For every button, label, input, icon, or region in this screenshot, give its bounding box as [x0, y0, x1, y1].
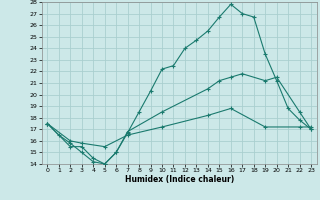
X-axis label: Humidex (Indice chaleur): Humidex (Indice chaleur): [124, 175, 234, 184]
